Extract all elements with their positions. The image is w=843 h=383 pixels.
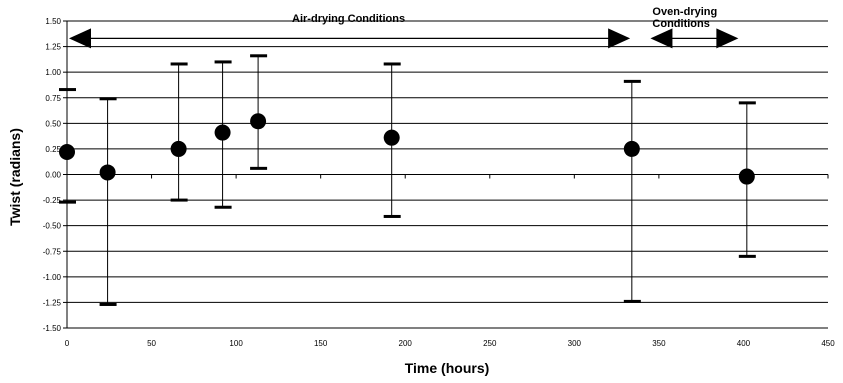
error-cap-high [250,54,268,58]
data-point [738,168,755,185]
error-cap-high [59,88,76,92]
y-tick-label: 1.25 [45,43,61,52]
error-cap-high [170,62,188,66]
x-tick-label: 150 [314,339,328,348]
air-drying-label: Air-drying Conditions [292,13,405,25]
annotations: Air-drying Conditions Oven-dryingConditio… [69,6,739,49]
error-cap-low [250,166,268,170]
data-point [99,164,116,181]
error-cap-low [99,302,117,306]
y-axis-label: Twist (radians) [7,128,23,226]
x-tick-label: 50 [147,339,156,348]
y-tick-label: 0.25 [45,145,61,154]
error-cap-low [623,299,641,303]
x-tick-label: 300 [568,339,582,348]
data-point [214,124,231,141]
air-drying-arrow-head-left [69,28,91,49]
error-cap-high [99,97,117,101]
y-tick-label: -0.50 [43,222,62,231]
y-tick-label: 0.75 [45,94,61,103]
y-tick-label: -0.75 [43,247,62,256]
error-cap-high [738,101,756,105]
data-point [59,143,75,160]
y-tick-label: 0.50 [45,119,61,128]
y-tick-label: 1.50 [45,17,61,26]
x-axis-label: Time (hours) [405,360,490,376]
x-tick-label: 0 [65,339,70,348]
y-tick-label: 1.00 [45,68,61,77]
error-cap-low [738,254,756,258]
y-tick-label: 0.00 [45,171,61,180]
gridlines [67,20,828,329]
error-cap-low [170,198,188,202]
x-tick-label: 400 [737,339,751,348]
error-cap-low [383,214,401,218]
error-cap-high [623,79,641,83]
oven-drying-arrow-head-right [716,28,739,49]
x-tick-label: 200 [399,339,413,348]
oven-drying-label: Oven-drying [652,6,717,18]
data-point [383,129,400,146]
air-drying-arrow-head-right [608,28,631,49]
x-tick-label: 250 [483,339,497,348]
data-series [59,54,756,306]
y-tick-label: -1.50 [43,324,62,333]
y-tick-label: -1.25 [43,298,62,307]
error-cap-low [59,200,76,204]
error-cap-high [383,62,401,66]
axes: 1.50 1.25 1.00 0.75 0.50 0.25 0.00 -0.25 -0.50 -0… [43,17,835,348]
x-tick-label: 100 [229,339,243,348]
y-tick-label: -0.25 [43,196,62,205]
oven-drying-label: Conditions [652,18,709,30]
data-point [623,140,640,157]
data-point [170,140,187,157]
oven-drying-arrow-head-left [650,28,673,49]
x-tick-label: 450 [821,339,835,348]
y-tick-label: -1.00 [43,273,62,282]
data-point [250,113,267,130]
error-cap-high [214,60,232,64]
error-cap-low [214,205,232,209]
x-tick-label: 350 [652,339,666,348]
